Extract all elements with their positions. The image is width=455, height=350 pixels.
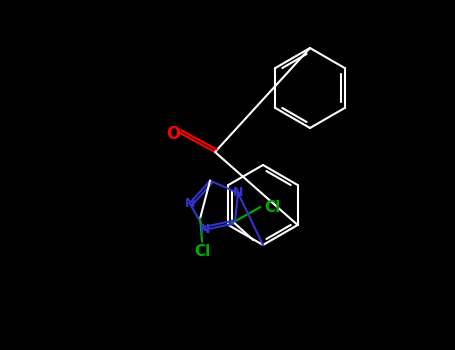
Text: Cl: Cl — [194, 244, 210, 259]
Text: N: N — [184, 197, 195, 210]
Text: N: N — [200, 223, 210, 236]
Text: O: O — [166, 125, 180, 143]
Text: Cl: Cl — [264, 199, 281, 215]
Text: N: N — [233, 187, 243, 199]
